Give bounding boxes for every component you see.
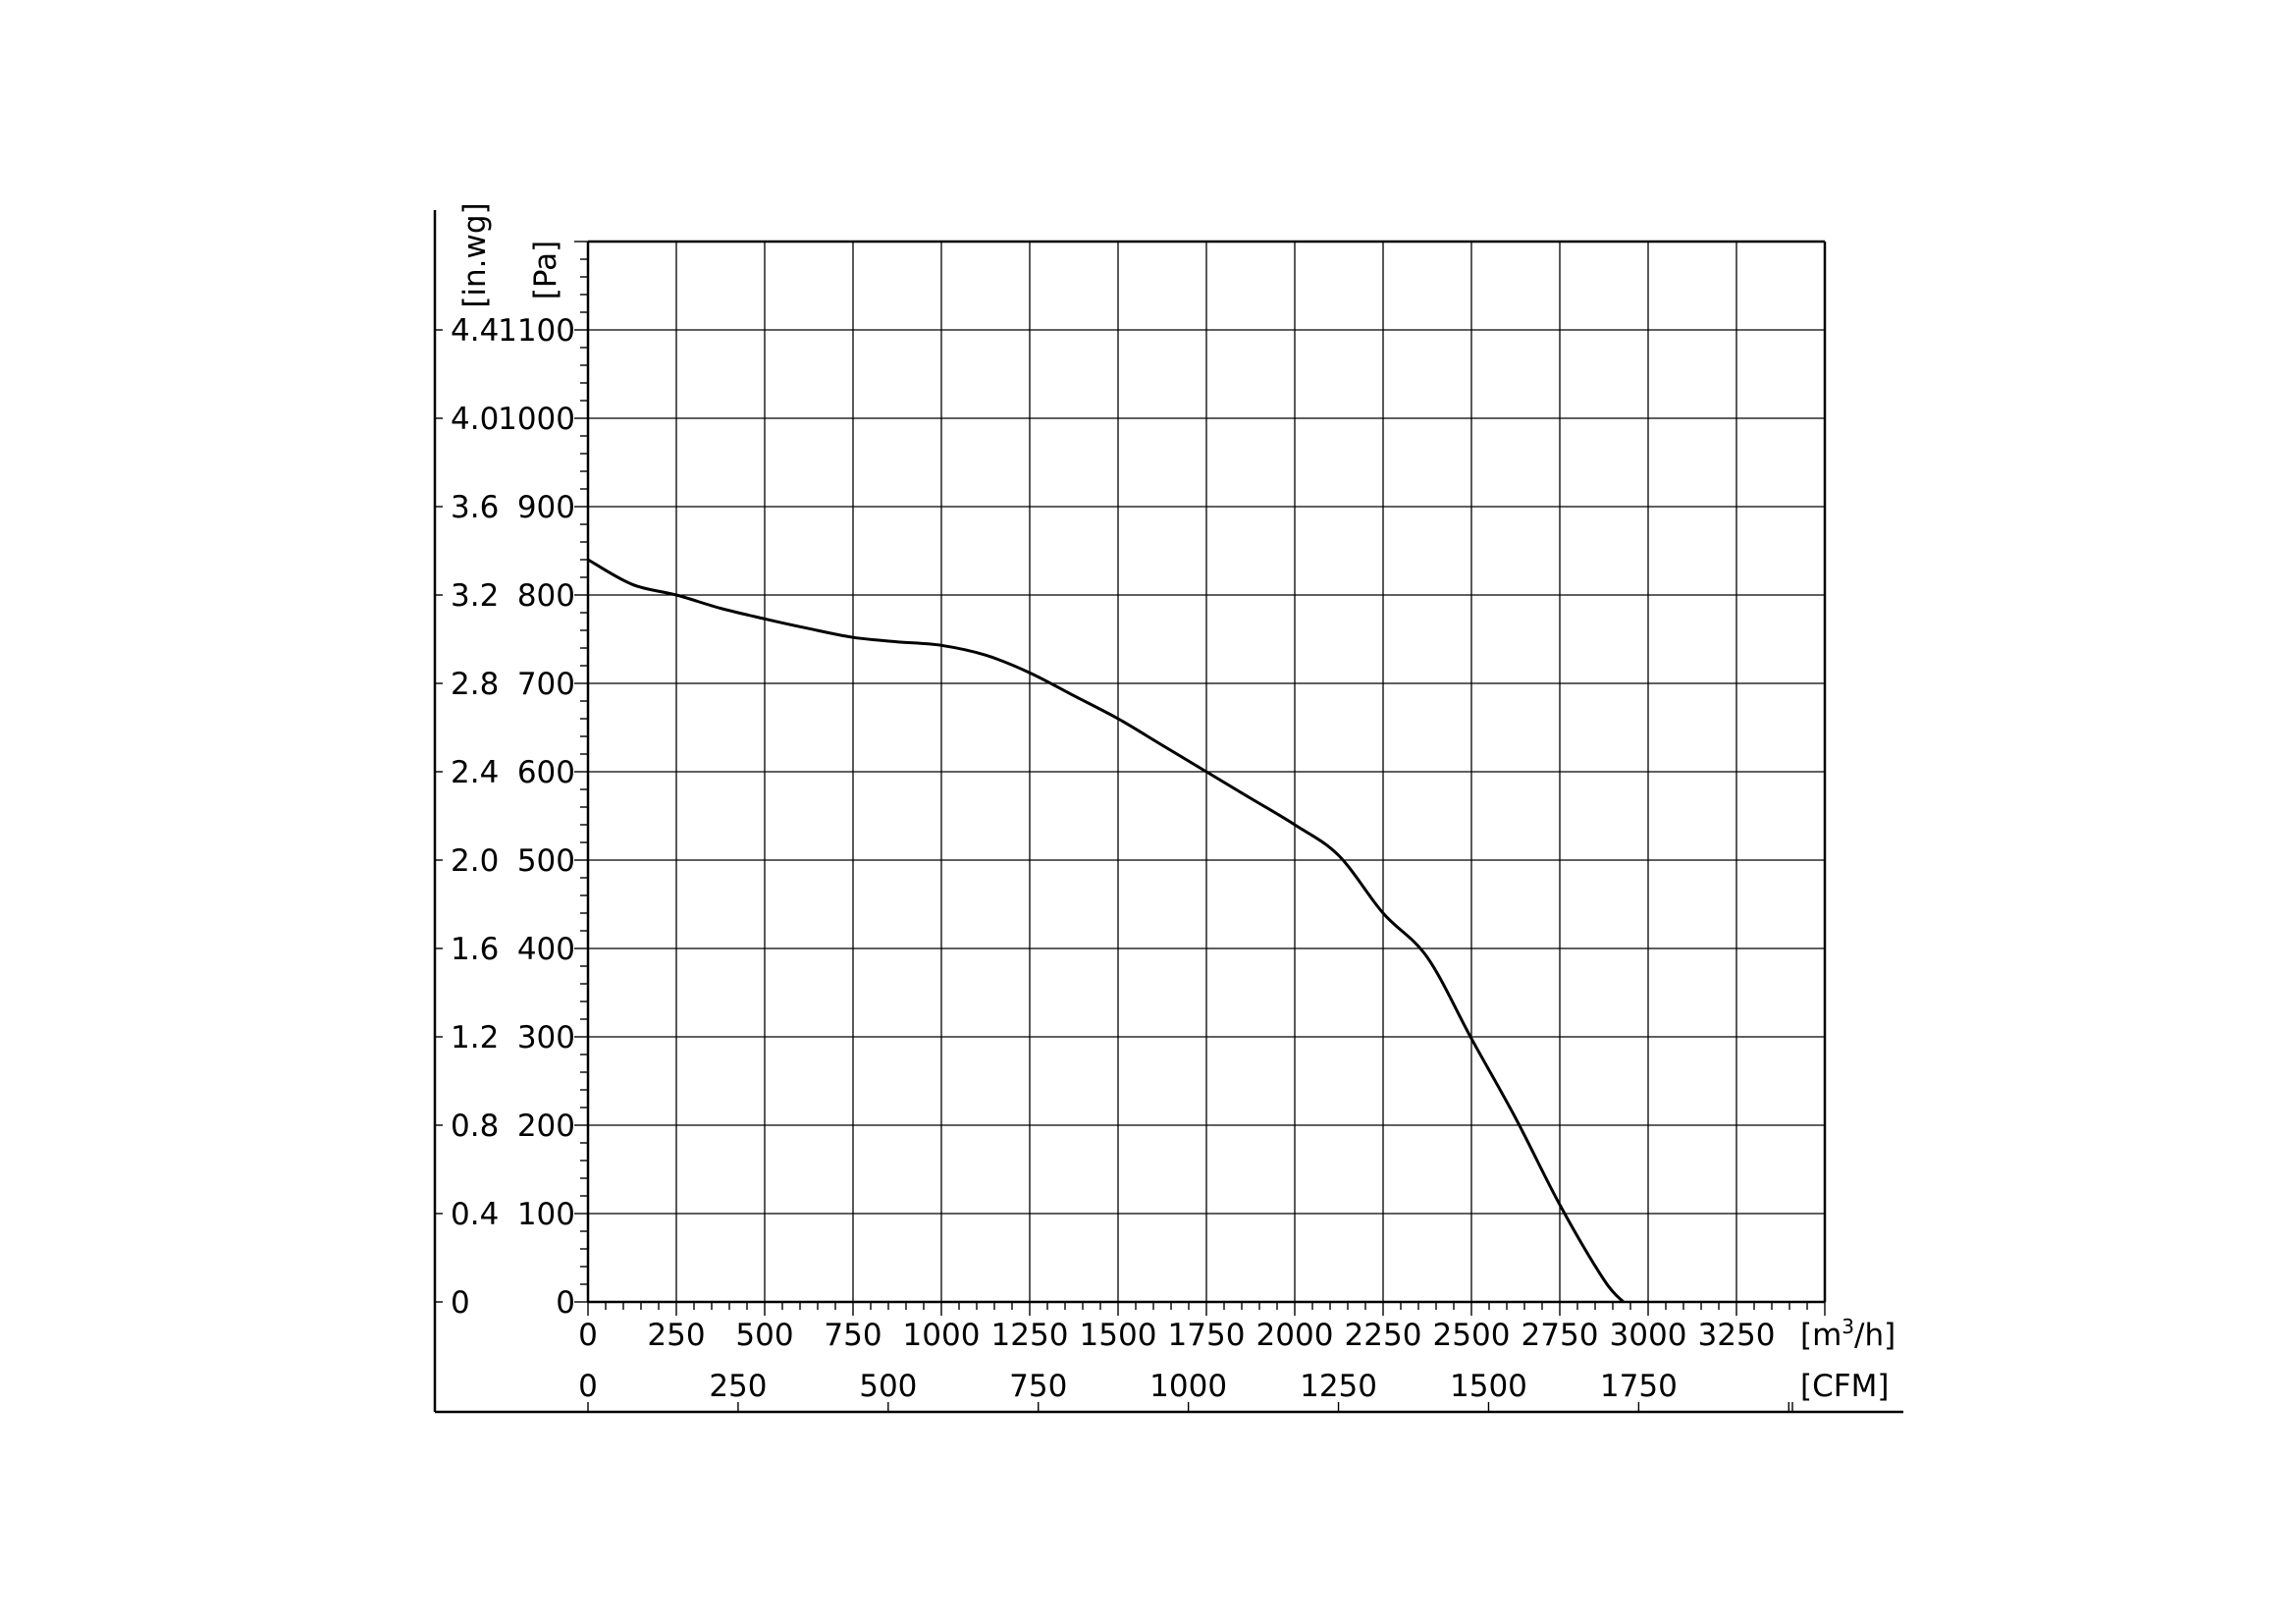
x-tick-label: 1500 [1080,1318,1157,1353]
grid-lines [588,242,1825,1302]
tick-labels: 0 100 200 300 400 500 600 700 800 900 1000 1100 0 0.4… [451,313,1775,1404]
y-tick-label: 300 [517,1020,575,1055]
x2-tick-label: 1750 [1600,1369,1678,1404]
y-tick-label: 500 [517,843,575,879]
y-tick-label: 1000 [498,402,575,437]
x-axis-label-sup: 3 [1842,1315,1854,1338]
y-tick-label: 600 [517,755,575,790]
x2-tick-label: 250 [709,1369,767,1404]
y-axis-label-pa: [Pa] [528,241,563,300]
y-tick-label: 900 [517,490,575,525]
y-tick-label: 200 [517,1109,575,1144]
y2-tick-label: 0 [451,1285,470,1321]
x-tick-label: 1250 [991,1318,1069,1353]
y-tick-label: 700 [517,667,575,702]
y2-tick-label: 3.2 [451,578,499,614]
x-tick-label: 2000 [1256,1318,1334,1353]
y2-tick-label: 0.8 [451,1109,499,1144]
y-tick-label: 1100 [498,313,575,349]
y2-tick-label: 2.8 [451,667,499,702]
y2-tick-label: 1.6 [451,932,499,967]
y2-tick-label: 2.0 [451,843,499,879]
y2-tick-label: 1.2 [451,1020,499,1055]
x2-tick-label: 0 [578,1369,598,1404]
y2-tick-label: 4.0 [451,402,499,437]
x-tick-label: 3000 [1610,1318,1687,1353]
y-tick-label: 100 [517,1197,575,1232]
x2-tick-label: 750 [1009,1369,1067,1404]
x-tick-label: 3250 [1698,1318,1776,1353]
y2-tick-label: 2.4 [451,755,499,790]
x-tick-label: 1000 [903,1318,981,1353]
x-tick-label: 1750 [1168,1318,1246,1353]
x-tick-label: 0 [578,1318,598,1353]
y2-tick-label: 0.4 [451,1197,499,1232]
x-axis-label-m3h: [m3/h] [1800,1315,1896,1353]
x2-tick-label: 1500 [1450,1369,1527,1404]
x2-tick-label: 1000 [1149,1369,1227,1404]
x-tick-label: 250 [647,1318,705,1353]
y-tick-label: 400 [517,932,575,967]
x-tick-label: 500 [735,1318,793,1353]
x2-axis-label-cfm: [CFM] [1800,1369,1889,1404]
x-axis-label-base: [m [1800,1318,1842,1353]
x-tick-label: 2250 [1345,1318,1422,1353]
y-tick-label: 800 [517,578,575,614]
series-layer [587,558,1625,1304]
x-tick-label: 2500 [1433,1318,1511,1353]
x2-tick-label: 500 [859,1369,917,1404]
performance-curve [587,558,1625,1304]
y-tick-label: 0 [556,1285,575,1321]
y2-axis-label-inwg: [in.wg] [457,202,493,307]
x-tick-label: 2750 [1522,1318,1599,1353]
x-tick-label: 750 [824,1318,881,1353]
x2-tick-label: 1250 [1300,1369,1377,1404]
axis-ticks [435,241,1826,1412]
y2-tick-label: 3.6 [451,490,499,525]
y2-tick-label: 4.4 [451,313,499,349]
x-axis-label-tail: /h] [1854,1318,1896,1353]
plot-frame [433,210,1903,1414]
